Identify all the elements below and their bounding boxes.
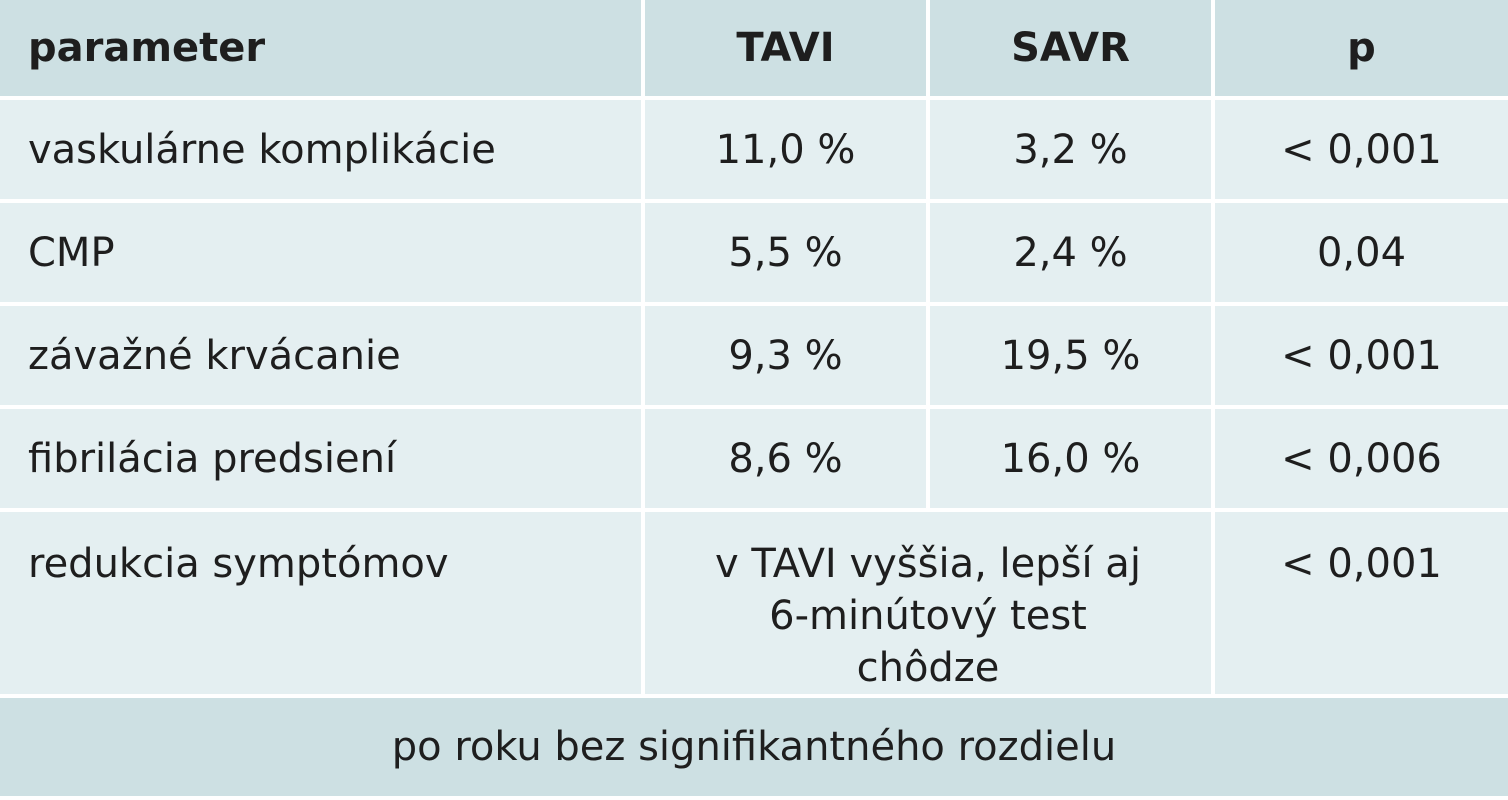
- cell: < 0,006: [1215, 409, 1508, 512]
- row-label: fibrilácia predsiení: [0, 409, 645, 512]
- header-cell: p: [1215, 0, 1508, 100]
- footer-row: po roku bez signifikantného rozdielu: [0, 698, 1508, 800]
- cell: 19,5 %: [930, 306, 1215, 409]
- cell: 11,0 %: [645, 100, 930, 203]
- cell: 8,6 %: [645, 409, 930, 512]
- cell: 3,2 %: [930, 100, 1215, 203]
- table-row: redukcia symptómov v TAVI vyššia, lepší a…: [0, 512, 1508, 698]
- row-label: vaskulárne komplikácie: [0, 100, 645, 203]
- row-label: redukcia symptómov: [0, 512, 645, 698]
- header-cell: TAVI: [645, 0, 930, 100]
- cell: v TAVI vyššia, lepší aj 6-minútový test …: [645, 512, 1215, 698]
- row-label: CMP: [0, 203, 645, 306]
- table-row: vaskulárne komplikácie 11,0 % 3,2 % < 0,001: [0, 100, 1508, 203]
- cell: < 0,001: [1215, 512, 1508, 698]
- cell: < 0,001: [1215, 100, 1508, 203]
- cell: 0,04: [1215, 203, 1508, 306]
- cell: 9,3 %: [645, 306, 930, 409]
- cell: 5,5 %: [645, 203, 930, 306]
- cell: 2,4 %: [930, 203, 1215, 306]
- table-row: závažné krvácanie 9,3 % 19,5 % < 0,001: [0, 306, 1508, 409]
- cell: 16,0 %: [930, 409, 1215, 512]
- header-cell: parameter: [0, 0, 645, 100]
- row-label: závažné krvácanie: [0, 306, 645, 409]
- table-row: CMP 5,5 % 2,4 % 0,04: [0, 203, 1508, 306]
- table-body: vaskulárne komplikácie 11,0 % 3,2 % < 0,001…: [0, 100, 1508, 800]
- table-row: fibrilácia predsiení 8,6 % 16,0 % < 0,006: [0, 409, 1508, 512]
- header-cell: SAVR: [930, 0, 1215, 100]
- cell: < 0,001: [1215, 306, 1508, 409]
- header-row: parameter TAVI SAVR p: [0, 0, 1508, 100]
- footer-cell: po roku bez signifikantného rozdielu: [0, 698, 1508, 800]
